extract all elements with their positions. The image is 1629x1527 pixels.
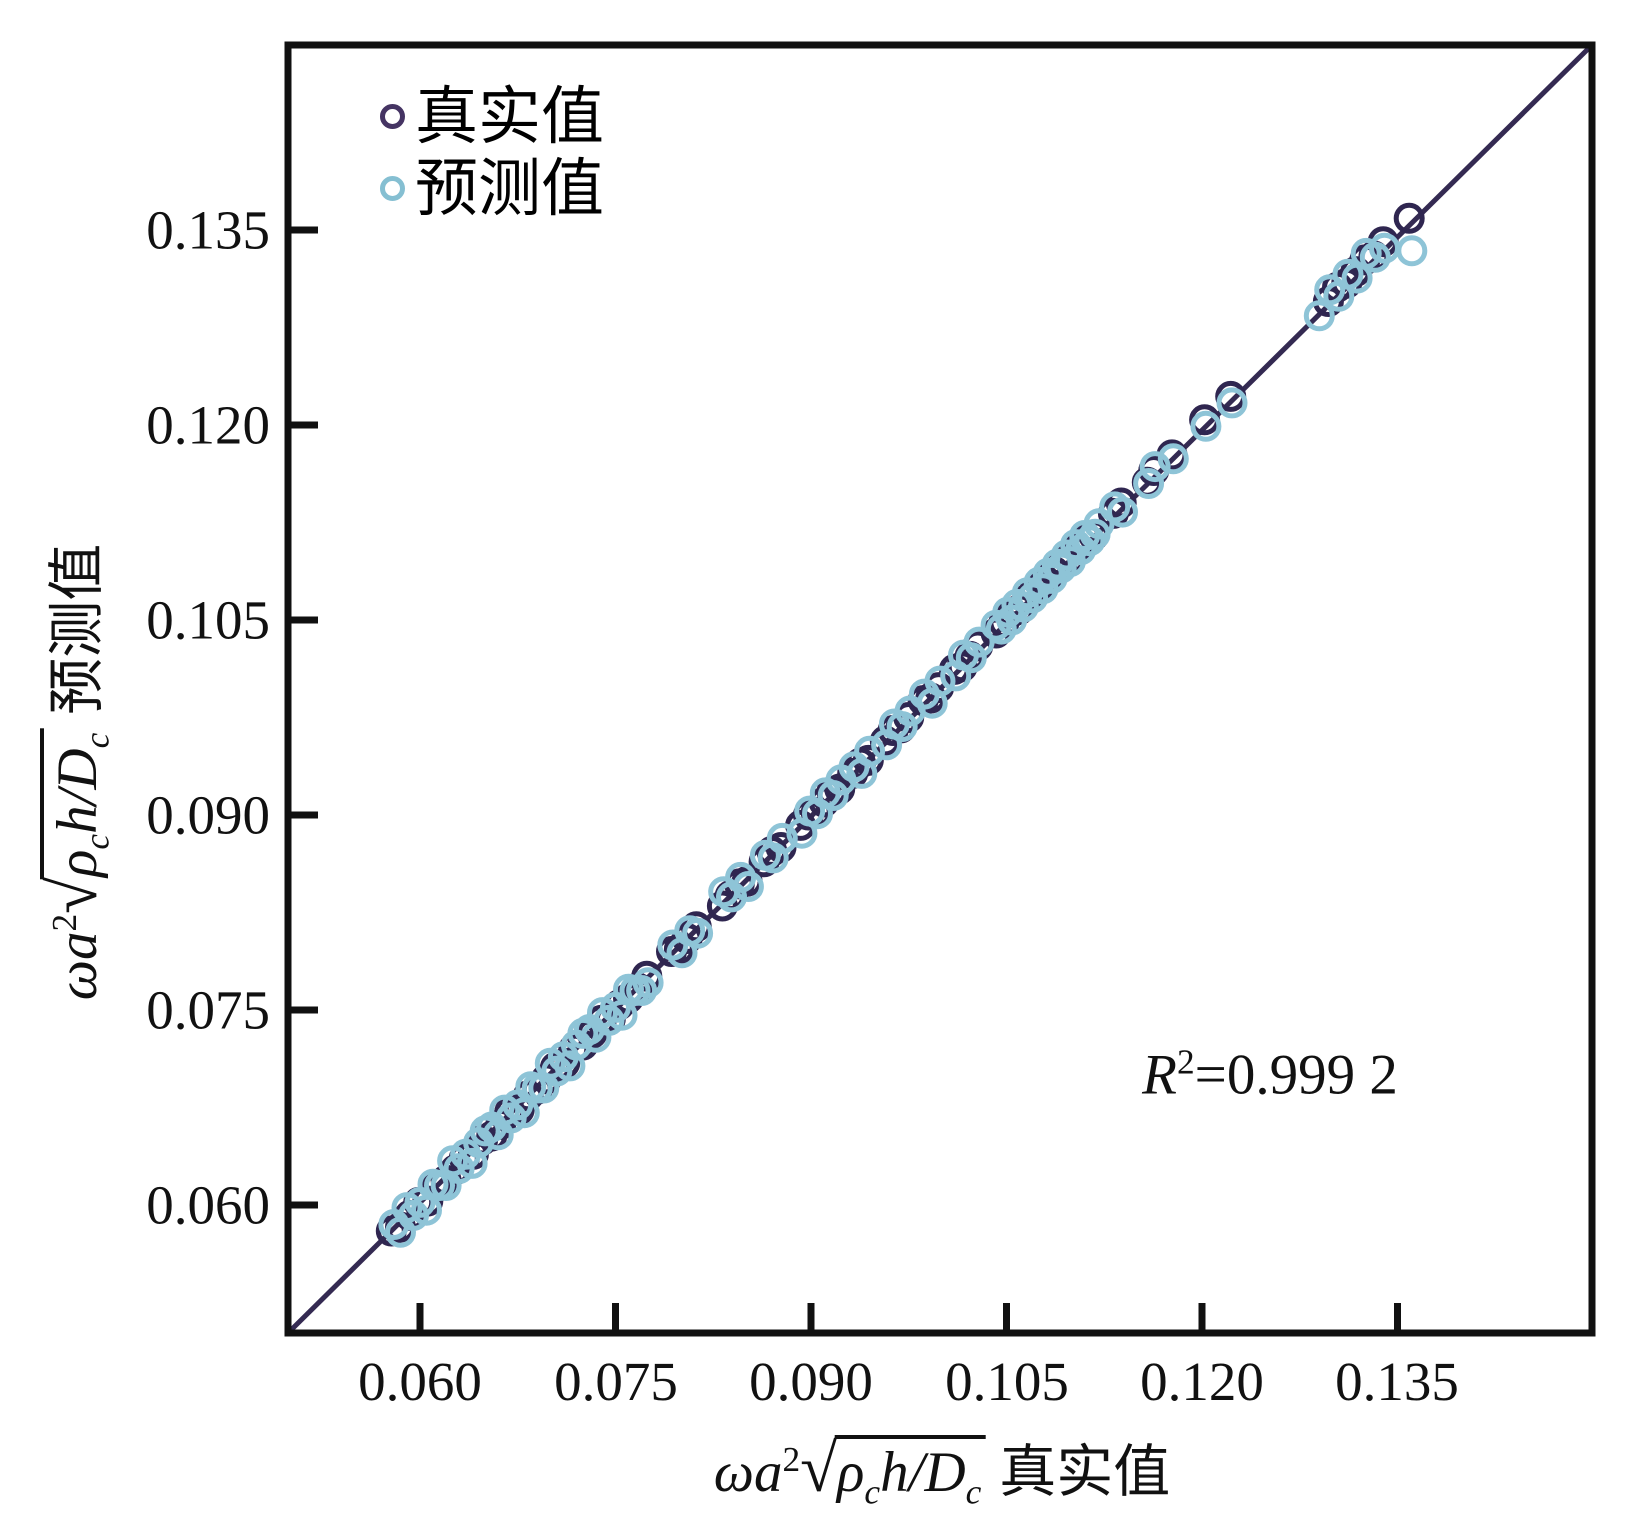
legend-marker-true-circle-icon xyxy=(380,104,405,129)
scatter-point-pred xyxy=(626,975,658,1006)
legend-label-pred: 预测值 xyxy=(415,154,604,224)
scatter-point-pred xyxy=(854,735,886,767)
sqrt-symbol: √ xyxy=(36,878,111,914)
scatter-point-pred xyxy=(1396,235,1428,267)
formula-exponent: 2 xyxy=(782,1440,801,1479)
scatter-point-pred xyxy=(632,967,664,999)
scatter-point-pred xyxy=(886,711,918,743)
y-tick-label: 0.060 xyxy=(146,1174,270,1236)
formula-omega-a: ωa xyxy=(46,931,109,1001)
scatter-point-pred xyxy=(1190,410,1222,442)
y-axis-label-text: 预测值 xyxy=(46,543,109,715)
scatter-point-pred xyxy=(1133,468,1165,499)
scatter-point-pred xyxy=(554,1050,586,1082)
x-tick-label: 0.090 xyxy=(749,1351,873,1412)
plot-border xyxy=(284,41,1596,1337)
scatter-point-pred xyxy=(924,665,956,697)
scatter-point-pred xyxy=(1107,496,1138,528)
x-tick-label: 0.060 xyxy=(358,1351,482,1412)
scatter-point-pred xyxy=(1157,443,1189,475)
scatter-point-pred xyxy=(682,917,714,949)
scatter-point-pred xyxy=(1041,548,1073,580)
legend-marker-pred-circle-icon xyxy=(380,176,405,201)
scatter-point-pred xyxy=(955,642,987,674)
y-axis-label: ωa2√ρch/Dc 预测值 xyxy=(31,543,116,1001)
x-tick-label: 0.135 xyxy=(1335,1351,1459,1412)
scatter-point-pred xyxy=(1074,525,1106,557)
legend-label-true: 真实值 xyxy=(415,82,604,152)
r-squared-annotation: R2=0.999 2 xyxy=(1142,1042,1398,1107)
x-tick-label: 0.105 xyxy=(945,1351,1069,1412)
y-tick-label: 0.075 xyxy=(146,979,270,1041)
scatter-point-pred xyxy=(1083,508,1115,540)
formula-radicand: ρch/Dc xyxy=(40,728,116,879)
y-tick-label: 0.120 xyxy=(146,394,270,456)
scatter-point-pred xyxy=(963,626,995,658)
scatter-point-pred xyxy=(838,751,870,783)
y-tick-label: 0.090 xyxy=(146,784,270,846)
y-tick-label: 0.105 xyxy=(146,589,270,651)
scatter-point-pred xyxy=(1139,451,1171,483)
scatter-point-pred xyxy=(725,861,757,893)
scatter-point-pred xyxy=(1007,591,1039,623)
scatter-point-pred xyxy=(1216,387,1248,419)
scatter-point-true xyxy=(1393,202,1425,234)
y-tick-label: 0.135 xyxy=(146,199,270,261)
scatter-point-pred xyxy=(1359,241,1391,273)
x-axis-label-text: 真实值 xyxy=(999,1441,1171,1504)
scatter-point-pred xyxy=(456,1147,488,1179)
scatter-point-pred xyxy=(817,780,849,811)
scatter-point-pred xyxy=(766,822,798,854)
formula-omega-a: ωa xyxy=(713,1441,783,1504)
scatter-point-pred xyxy=(732,871,764,902)
x-tick-label: 0.120 xyxy=(1140,1351,1264,1412)
formula-radicand: ρch/Dc xyxy=(835,1435,986,1510)
x-axis-label: ωa2√ρch/Dc 真实值 xyxy=(713,1426,1171,1510)
x-tick-label: 0.075 xyxy=(554,1351,678,1412)
scatter-point-pred xyxy=(1303,300,1335,332)
sqrt-symbol: √ xyxy=(800,1431,837,1506)
formula-exponent: 2 xyxy=(45,913,84,932)
